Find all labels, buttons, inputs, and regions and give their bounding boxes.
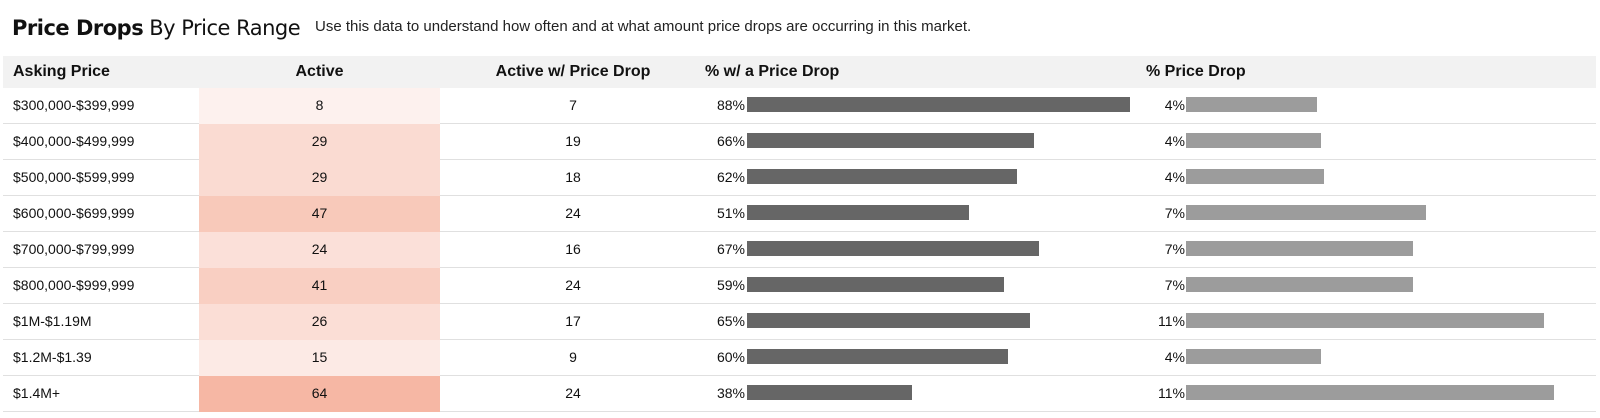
table-body: $300,000-$399,999 8 7 88% 4% $400,000-$499,99… — [3, 88, 1596, 412]
header-pct-with-drop: % w/ a Price Drop — [705, 63, 840, 80]
pct-drop-bar — [1186, 241, 1413, 256]
subtitle: Use this data to understand how often an… — [315, 18, 972, 35]
pct-drop-label: 11% — [1158, 385, 1185, 401]
header-active: Active — [295, 63, 344, 80]
header-pct-drop: % Price Drop — [1146, 63, 1246, 80]
title-light: By Price Range — [149, 16, 301, 40]
pct-drop-label: 11% — [1158, 313, 1185, 329]
pct-drop-bar — [1186, 313, 1545, 328]
asking-price-cell: $500,000-$599,999 — [13, 169, 135, 185]
title-bold: Price Drops — [12, 16, 144, 40]
pct-drop-bar — [1186, 169, 1324, 184]
table-row: $1.4M+ 64 24 38% 11% — [3, 376, 1596, 412]
pct-with-drop-bar — [747, 349, 1009, 364]
pct-with-drop-label: 60% — [716, 349, 745, 365]
pct-with-drop-bar — [747, 277, 1004, 292]
pct-with-drop-bar — [747, 169, 1017, 184]
pct-drop-label: 7% — [1164, 277, 1185, 293]
active-price-drop-cell: 16 — [565, 241, 581, 257]
active-cell: 15 — [199, 340, 440, 376]
pct-with-drop-bar — [747, 241, 1039, 256]
asking-price-cell: $800,000-$999,999 — [13, 277, 135, 293]
asking-price-cell: $1M-$1.19M — [13, 313, 92, 329]
table-row: $1.2M-$1.39 15 9 60% 4% — [3, 340, 1596, 376]
active-cell: 29 — [199, 160, 440, 196]
active-price-drop-cell: 18 — [565, 169, 581, 185]
active-price-drop-cell: 24 — [565, 385, 581, 401]
asking-price-cell: $600,000-$699,999 — [13, 205, 135, 221]
pct-drop-label: 4% — [1164, 97, 1185, 113]
pct-drop-label: 4% — [1164, 133, 1185, 149]
pct-drop-bar — [1186, 205, 1426, 220]
table-row: $400,000-$499,999 29 19 66% 4% — [3, 124, 1596, 160]
active-cell: 41 — [199, 268, 440, 304]
active-cell: 47 — [199, 196, 440, 232]
asking-price-cell: $1.4M+ — [13, 385, 61, 401]
price-drop-table: Asking Price Active Active w/ Price Drop… — [3, 56, 1596, 412]
table-header: Asking Price Active Active w/ Price Drop… — [3, 56, 1596, 88]
pct-with-drop-label: 88% — [716, 97, 745, 113]
pct-with-drop-label: 38% — [716, 385, 745, 401]
pct-drop-bar — [1186, 277, 1413, 292]
active-price-drop-cell: 19 — [565, 133, 581, 149]
table-row: $500,000-$599,999 29 18 62% 4% — [3, 160, 1596, 196]
pct-with-drop-label: 67% — [716, 241, 745, 257]
pct-drop-label: 7% — [1164, 241, 1185, 257]
active-cell: 64 — [199, 376, 440, 412]
pct-with-drop-bar — [747, 133, 1035, 148]
pct-with-drop-bar — [747, 205, 969, 220]
pct-drop-label: 4% — [1164, 349, 1185, 365]
pct-with-drop-label: 51% — [716, 205, 745, 221]
pct-drop-label: 7% — [1164, 205, 1185, 221]
asking-price-cell: $400,000-$499,999 — [13, 133, 135, 149]
active-price-drop-cell: 9 — [569, 349, 577, 365]
pct-with-drop-label: 65% — [716, 313, 745, 329]
pct-drop-bar — [1186, 349, 1321, 364]
pct-drop-bar — [1186, 133, 1321, 148]
pct-drop-bar — [1186, 385, 1554, 400]
asking-price-cell: $700,000-$799,999 — [13, 241, 135, 257]
table-row: $300,000-$399,999 8 7 88% 4% — [3, 88, 1596, 124]
active-cell: 24 — [199, 232, 440, 268]
active-price-drop-cell: 7 — [569, 97, 577, 113]
pct-with-drop-bar — [747, 97, 1130, 112]
pct-with-drop-label: 62% — [716, 169, 745, 185]
active-price-drop-cell: 24 — [565, 277, 581, 293]
table-row: $800,000-$999,999 41 24 59% 7% — [3, 268, 1596, 304]
page-title: Price Drops By Price Range — [12, 8, 301, 48]
table-row: $600,000-$699,999 47 24 51% 7% — [3, 196, 1596, 232]
table-row: $1M-$1.19M 26 17 65% 11% — [3, 304, 1596, 340]
pct-with-drop-bar — [747, 313, 1030, 328]
asking-price-cell: $1.2M-$1.39 — [13, 349, 92, 365]
active-cell: 29 — [199, 124, 440, 160]
pct-with-drop-label: 66% — [716, 133, 745, 149]
asking-price-cell: $300,000-$399,999 — [13, 97, 135, 113]
active-price-drop-cell: 24 — [565, 205, 581, 221]
pct-with-drop-bar — [747, 385, 913, 400]
pct-with-drop-label: 59% — [716, 277, 745, 293]
header-active-price-drop: Active w/ Price Drop — [495, 63, 651, 80]
pct-drop-label: 4% — [1164, 169, 1185, 185]
active-cell: 26 — [199, 304, 440, 340]
active-price-drop-cell: 17 — [565, 313, 581, 329]
active-cell: 8 — [199, 88, 440, 124]
header-asking-price: Asking Price — [13, 63, 110, 80]
table-row: $700,000-$799,999 24 16 67% 7% — [3, 232, 1596, 268]
pct-drop-bar — [1186, 97, 1318, 112]
